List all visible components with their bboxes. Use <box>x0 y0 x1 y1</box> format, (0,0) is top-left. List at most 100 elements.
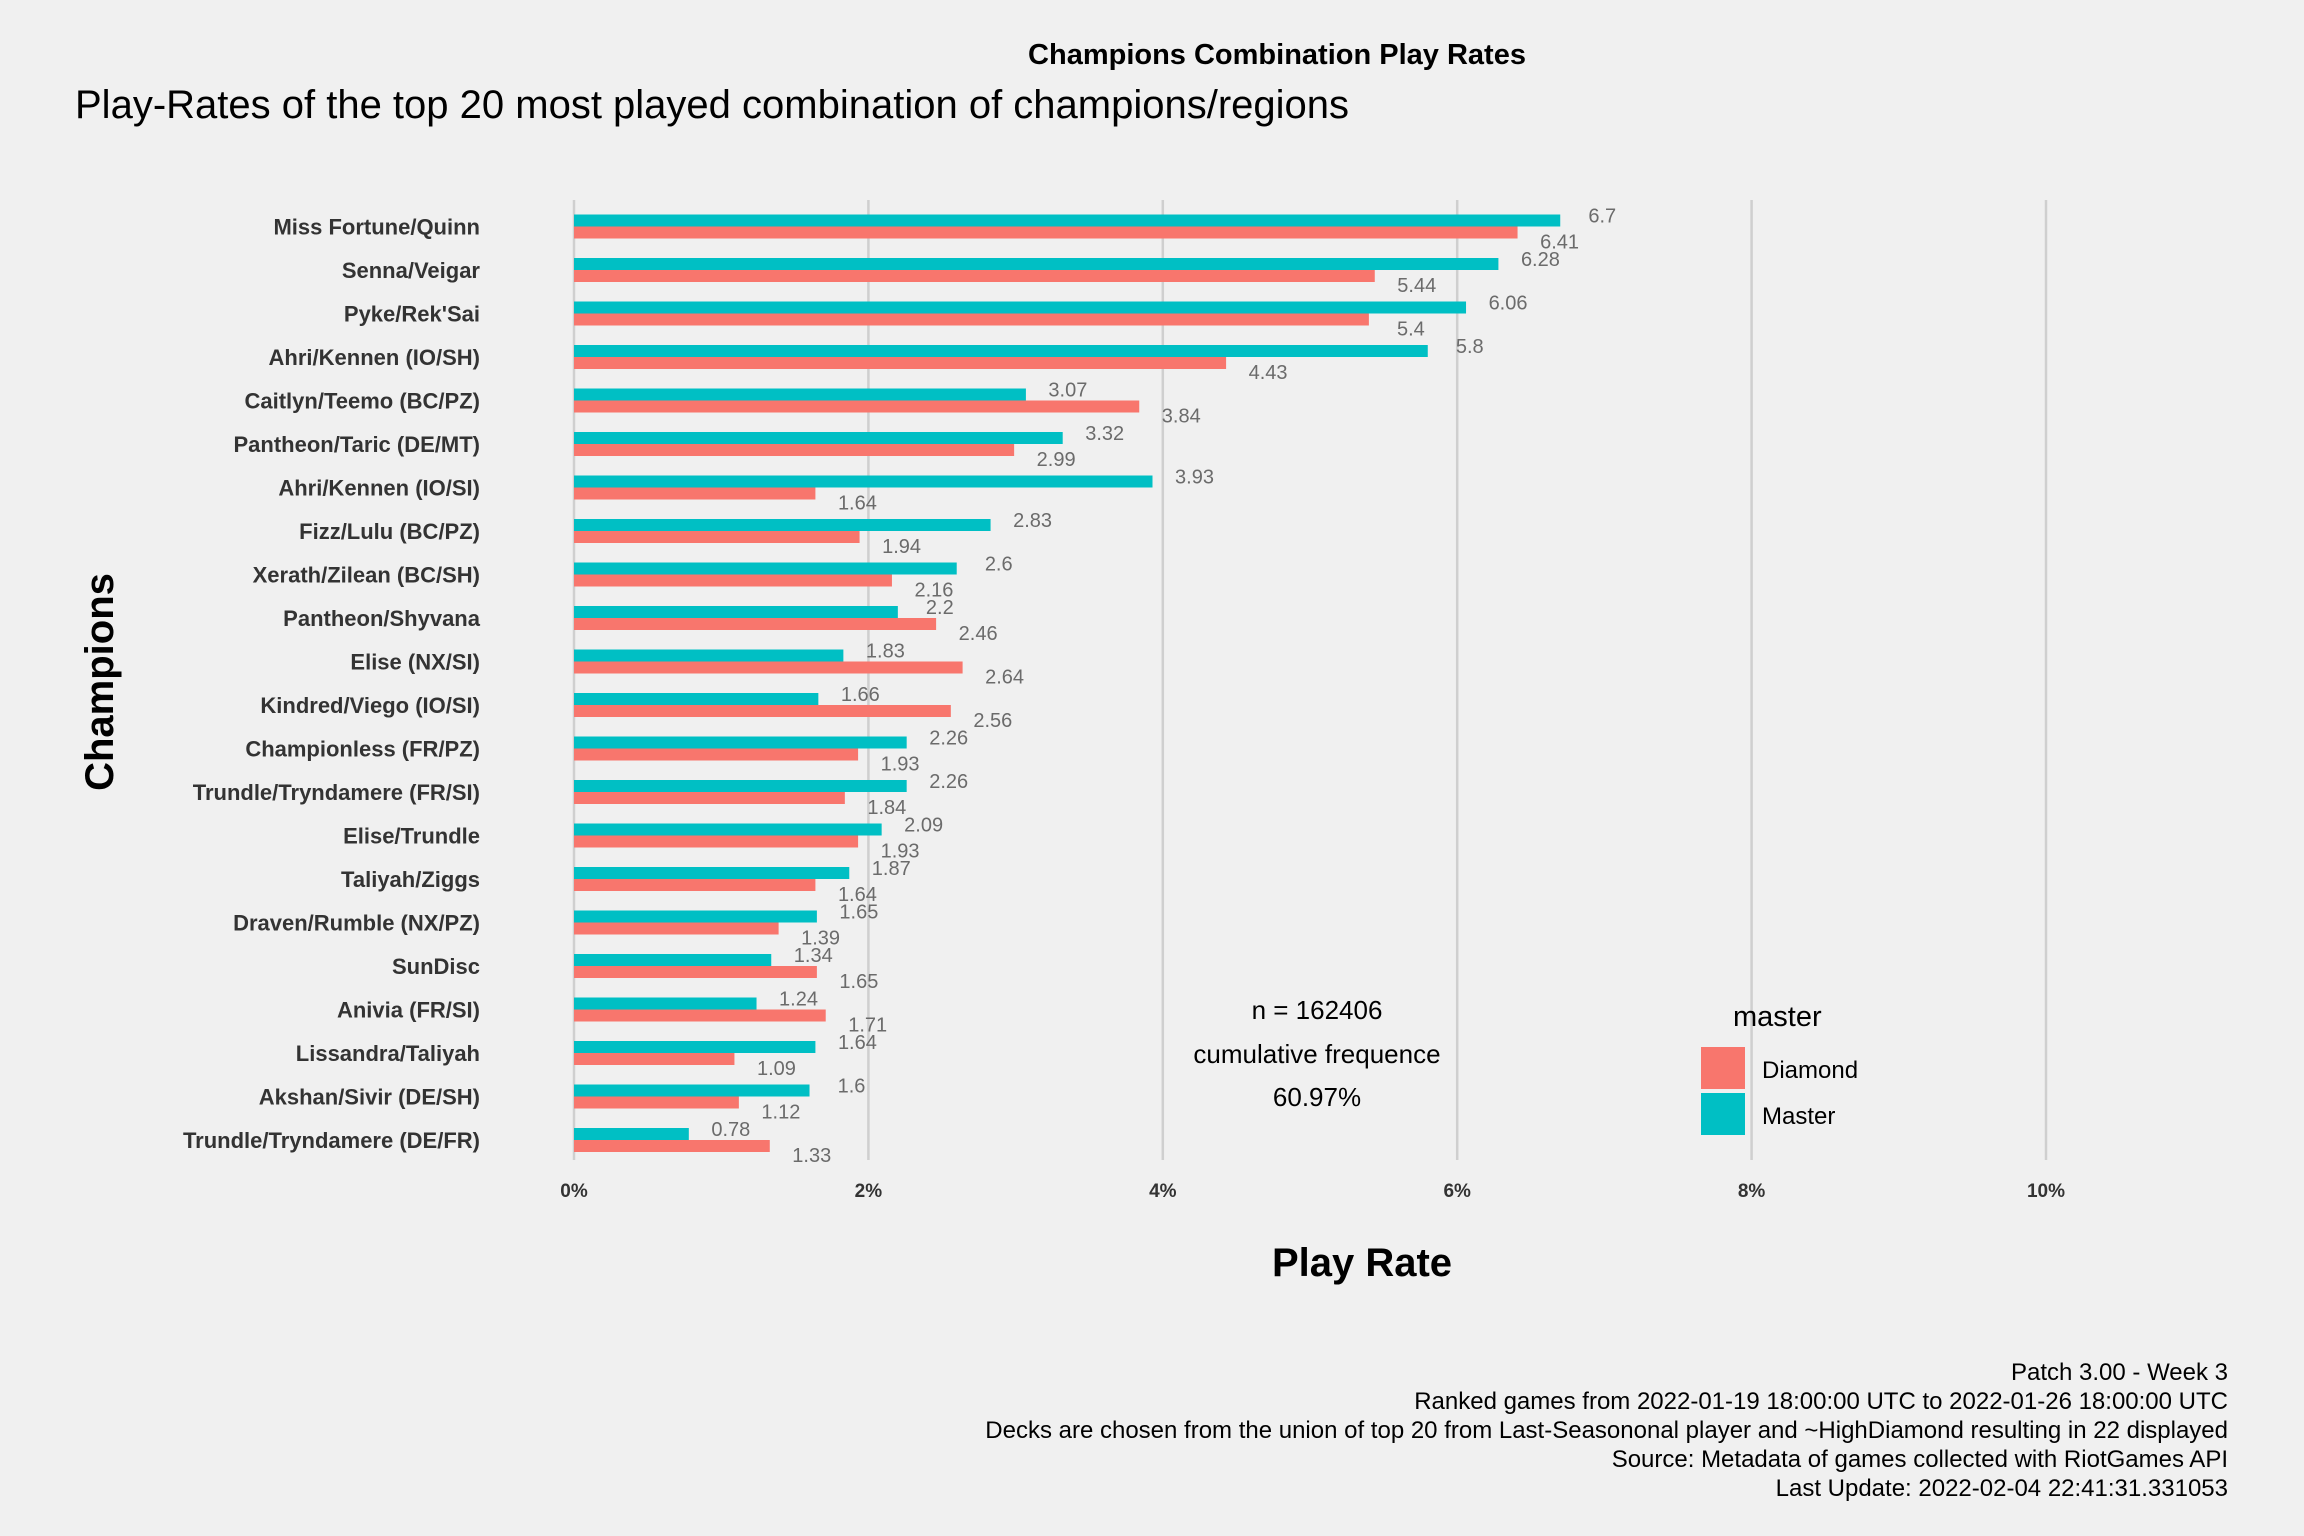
bar-diamond-draven-rumble-nx-pz <box>574 922 779 935</box>
value-label-diamond: 1.64 <box>838 493 877 515</box>
value-label-master: 2.09 <box>904 815 943 837</box>
bar-master-akshan-sivir-de-sh <box>574 1084 810 1097</box>
value-label-master: 1.66 <box>841 684 880 706</box>
value-label-master: 6.28 <box>1521 249 1560 271</box>
bar-master-elise-trundle <box>574 823 882 836</box>
caption-line-4: Source: Metadata of games collected with… <box>1612 1446 2228 1473</box>
bar-master-trundle-tryndamere-de-fr <box>574 1128 689 1140</box>
bar-diamond-pantheon-taric-de-mt <box>574 444 1015 456</box>
value-label-master: 2.26 <box>929 728 968 750</box>
value-label-diamond: 2.56 <box>973 710 1012 732</box>
y-tick-label: Elise (NX/SI) <box>350 650 480 675</box>
value-label-master: 1.65 <box>839 902 878 924</box>
bar-diamond-ahri-kennen-io-sh <box>574 357 1227 369</box>
value-label-master: 3.93 <box>1175 467 1214 489</box>
value-label-diamond: 2.64 <box>985 667 1024 689</box>
y-tick-label: Championless (FR/PZ) <box>245 737 480 762</box>
value-label-diamond: 1.09 <box>757 1058 796 1080</box>
y-tick-label: Pantheon/Shyvana <box>283 606 481 631</box>
x-tick-label: 0% <box>560 1181 588 1202</box>
value-label-master: 2.26 <box>929 771 968 793</box>
value-label-master: 1.87 <box>872 858 911 880</box>
bar-diamond-sundisc <box>574 966 817 978</box>
value-label-diamond: 1.93 <box>881 841 920 863</box>
caption-line-1: Patch 3.00 - Week 3 <box>2011 1359 2228 1386</box>
value-label-diamond: 1.64 <box>838 884 877 906</box>
bar-diamond-akshan-sivir-de-sh <box>574 1096 739 1109</box>
bar-diamond-anivia-fr-si <box>574 1009 826 1022</box>
y-tick-label: Draven/Rumble (NX/PZ) <box>233 911 480 936</box>
bars <box>574 214 1561 1152</box>
y-tick-label: Trundle/Tryndamere (FR/SI) <box>193 780 480 805</box>
y-tick-label: Akshan/Sivir (DE/SH) <box>259 1085 480 1110</box>
bar-master-senna-veigar <box>574 258 1499 270</box>
legend: master Diamond Master <box>1701 1001 1858 1135</box>
x-tick-label: 8% <box>1738 1181 1766 1202</box>
bar-master-trundle-tryndamere-fr-si <box>574 780 907 792</box>
bar-diamond-championless-fr-pz <box>574 748 859 761</box>
value-label-master: 1.83 <box>866 641 905 663</box>
value-label-master: 0.78 <box>711 1119 750 1141</box>
value-label-diamond: 1.12 <box>761 1102 800 1124</box>
value-label-master: 6.06 <box>1489 293 1528 315</box>
value-label-diamond: 5.4 <box>1397 319 1425 341</box>
y-tick-label: Elise/Trundle <box>343 824 480 849</box>
y-tick-labels: Miss Fortune/Quinn Senna/Veigar Pyke/Rek'S… <box>183 215 481 1154</box>
annotation-percent: 60.97% <box>1273 1082 1361 1112</box>
annotation: n = 162406 cumulative frequence 60.97% <box>1193 995 1440 1112</box>
value-label-master: 1.6 <box>838 1076 866 1098</box>
value-label-diamond: 1.65 <box>839 971 878 993</box>
value-label-diamond: 2.99 <box>1037 449 1076 471</box>
bar-diamond-trundle-tryndamere-de-fr <box>574 1140 770 1152</box>
caption-line-3: Decks are chosen from the union of top 2… <box>985 1417 2228 1444</box>
chart-suptitle: Champions Combination Play Rates <box>1028 39 1526 71</box>
value-label-diamond: 4.43 <box>1249 362 1288 384</box>
y-tick-label: Fizz/Lulu (BC/PZ) <box>299 519 480 544</box>
y-tick-label: Lissandra/Taliyah <box>296 1041 480 1066</box>
bar-master-pantheon-shyvana <box>574 606 898 618</box>
y-tick-label: Pantheon/Taric (DE/MT) <box>234 432 481 457</box>
bar-diamond-fizz-lulu-bc-pz <box>574 531 860 543</box>
bar-master-elise-nx-si <box>574 649 844 662</box>
bar-diamond-miss-fortune-quinn <box>574 226 1518 239</box>
legend-key-diamond <box>1701 1047 1745 1089</box>
y-axis-title: Champions <box>78 573 122 791</box>
x-tick-label: 4% <box>1149 1181 1177 1202</box>
bar-diamond-taliyah-ziggs <box>574 879 816 891</box>
value-label-master: 2.83 <box>1013 510 1052 532</box>
caption-line-5: Last Update: 2022-02-04 22:41:31.331053 <box>1776 1475 2228 1502</box>
value-label-diamond: 1.39 <box>801 928 840 950</box>
value-label-diamond: 1.84 <box>867 797 906 819</box>
value-label-master: 1.64 <box>838 1032 877 1054</box>
value-label-diamond: 1.71 <box>848 1015 887 1037</box>
y-tick-label: Senna/Veigar <box>342 258 481 283</box>
bar-master-ahri-kennen-io-si <box>574 475 1153 488</box>
value-label-diamond: 6.41 <box>1540 232 1579 254</box>
bar-master-anivia-fr-si <box>574 997 757 1010</box>
bar-diamond-caitlyn-teemo-bc-pz <box>574 400 1140 413</box>
bar-master-miss-fortune-quinn <box>574 214 1561 227</box>
value-label-master: 6.7 <box>1588 206 1616 228</box>
bar-master-kindred-viego-io-si <box>574 693 819 705</box>
bar-diamond-senna-veigar <box>574 270 1375 282</box>
bar-master-pyke-rek-sai <box>574 301 1467 314</box>
bar-master-lissandra-taliyah <box>574 1041 816 1053</box>
value-label-diamond: 2.16 <box>914 580 953 602</box>
x-axis-title: Play Rate <box>1272 1241 1452 1285</box>
x-tick-label: 2% <box>855 1181 883 1202</box>
bar-master-xerath-zilean-bc-sh <box>574 562 957 575</box>
bar-master-fizz-lulu-bc-pz <box>574 519 991 531</box>
y-tick-label: Pyke/Rek'Sai <box>344 302 480 327</box>
y-tick-label: Xerath/Zilean (BC/SH) <box>253 563 480 588</box>
legend-label-master: Master <box>1762 1103 1835 1130</box>
value-label-diamond: 5.44 <box>1397 275 1436 297</box>
y-tick-label: Ahri/Kennen (IO/SI) <box>278 476 480 501</box>
value-label-master: 5.8 <box>1456 336 1484 358</box>
bar-diamond-elise-trundle <box>574 835 859 848</box>
bar-master-ahri-kennen-io-sh <box>574 345 1428 357</box>
bar-diamond-trundle-tryndamere-fr-si <box>574 792 845 804</box>
bar-diamond-kindred-viego-io-si <box>574 705 951 717</box>
value-label-diamond: 3.84 <box>1162 406 1201 428</box>
y-tick-label: Taliyah/Ziggs <box>341 867 480 892</box>
